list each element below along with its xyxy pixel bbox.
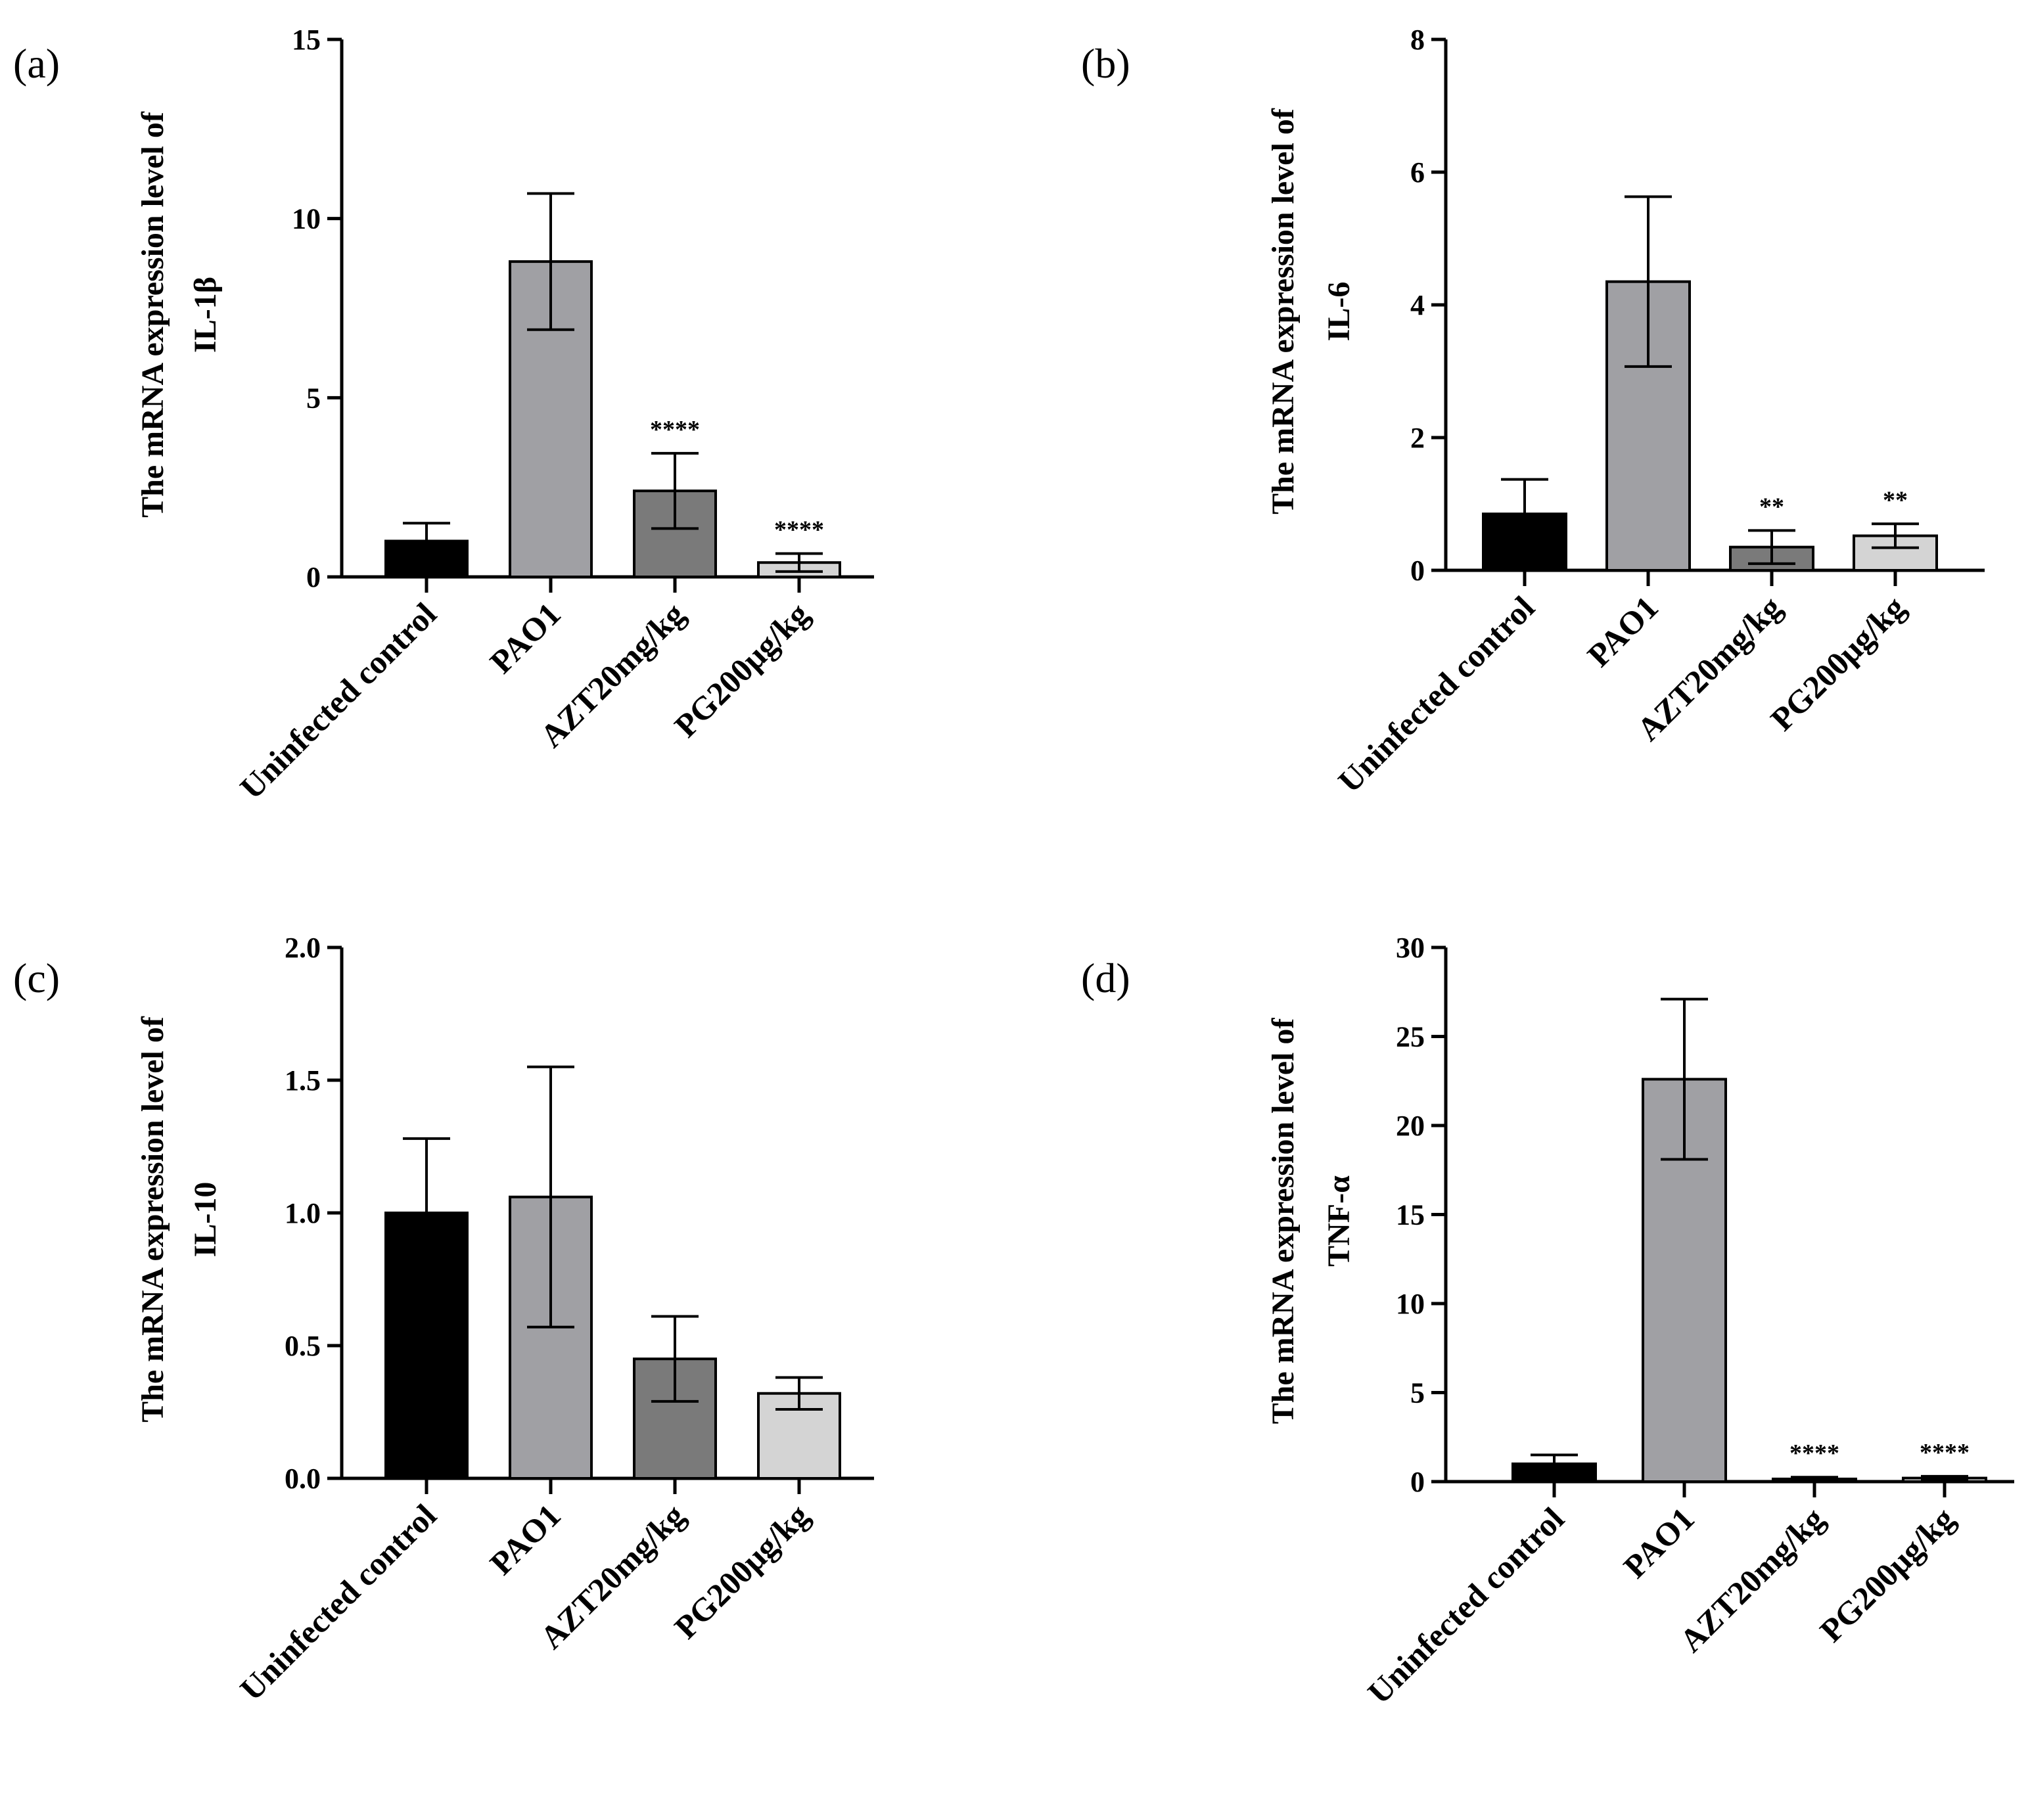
y-tick-label: 0.0 [285, 1463, 321, 1495]
y-tick-label: 2 [1410, 422, 1425, 454]
panel-label: (c) [13, 955, 60, 1001]
y-tick-label: 5 [306, 382, 321, 414]
x-category-label: PAO1 [1616, 1500, 1701, 1585]
x-category-label: PG200μg/kg [1812, 1500, 1962, 1649]
significance-label: ** [1883, 486, 1908, 514]
y-axis-title: The mRNA expression level of [135, 1016, 170, 1422]
y-tick-label: 0 [306, 561, 321, 593]
y-tick-label: 0 [1410, 1466, 1425, 1498]
y-tick-label: 0 [1410, 555, 1425, 587]
significance-label: **** [1789, 1440, 1839, 1467]
y-tick-label: 0.5 [285, 1330, 321, 1362]
x-category-label: Uninfected control [233, 1497, 444, 1708]
y-tick-label: 25 [1396, 1021, 1425, 1053]
y-tick-label: 30 [1396, 932, 1425, 964]
x-category-label: PG200μg/kg [1763, 589, 1912, 738]
y-tick-label: 1.0 [285, 1197, 321, 1229]
x-category-label: Uninfected control [1360, 1500, 1571, 1711]
significance-label: **** [650, 416, 700, 444]
y-tick-label: 8 [1410, 24, 1425, 56]
panel-a: (a) 0 5 10 15 The mRNA expression level of IL… [13, 24, 874, 806]
y-tick-label: 15 [1396, 1199, 1425, 1231]
bar [633, 489, 717, 578]
x-category-label: PAO1 [482, 1497, 567, 1581]
y-axis-title: TNF-α [1322, 1175, 1356, 1267]
x-category-label: PG200μg/kg [667, 595, 816, 744]
significance-label: **** [774, 516, 824, 544]
y-tick-label: 6 [1410, 156, 1425, 189]
significance-label: ** [1759, 493, 1784, 520]
y-axis-title: The mRNA expression level of [1266, 108, 1301, 514]
panel-b: (b) 0 2 4 6 8 The mRNA expression level of IL-… [1081, 24, 1985, 800]
significance-label: **** [1920, 1439, 1970, 1467]
y-tick-label: 10 [1396, 1288, 1425, 1320]
y-axis-title: IL-6 [1322, 282, 1356, 342]
y-tick-label: 1.5 [285, 1064, 321, 1097]
x-category-label: Uninfected control [233, 595, 444, 806]
y-tick-label: 5 [1410, 1377, 1425, 1409]
x-category-label: Uninfected control [1331, 589, 1542, 800]
x-category-label: PG200μg/kg [667, 1497, 816, 1646]
y-axis-title: IL-10 [188, 1182, 223, 1258]
y-tick-label: 10 [292, 203, 321, 235]
y-axis-title: The mRNA expression level of [1266, 1018, 1301, 1424]
y-tick-label: 2.0 [285, 932, 321, 964]
panel-label: (d) [1081, 955, 1130, 1001]
x-category-label: PAO1 [482, 595, 567, 680]
x-category-label: PAO1 [1580, 589, 1665, 673]
panel-d: (d) 0 5 10 15 20 25 30 The mRNA expression leve… [1081, 932, 2014, 1711]
y-tick-label: 4 [1410, 289, 1425, 321]
y-axis-title: The mRNA expression level of [135, 111, 170, 518]
bar [384, 1212, 469, 1480]
panel-c: (c) 0.0 0.5 1.0 1.5 2.0 The mRNA expression l… [13, 932, 874, 1708]
panel-label: (a) [13, 40, 60, 87]
panel-label: (b) [1081, 40, 1130, 87]
y-axis-title: IL-1β [188, 277, 223, 353]
y-tick-label: 20 [1396, 1110, 1425, 1142]
y-tick-label: 15 [292, 24, 321, 56]
